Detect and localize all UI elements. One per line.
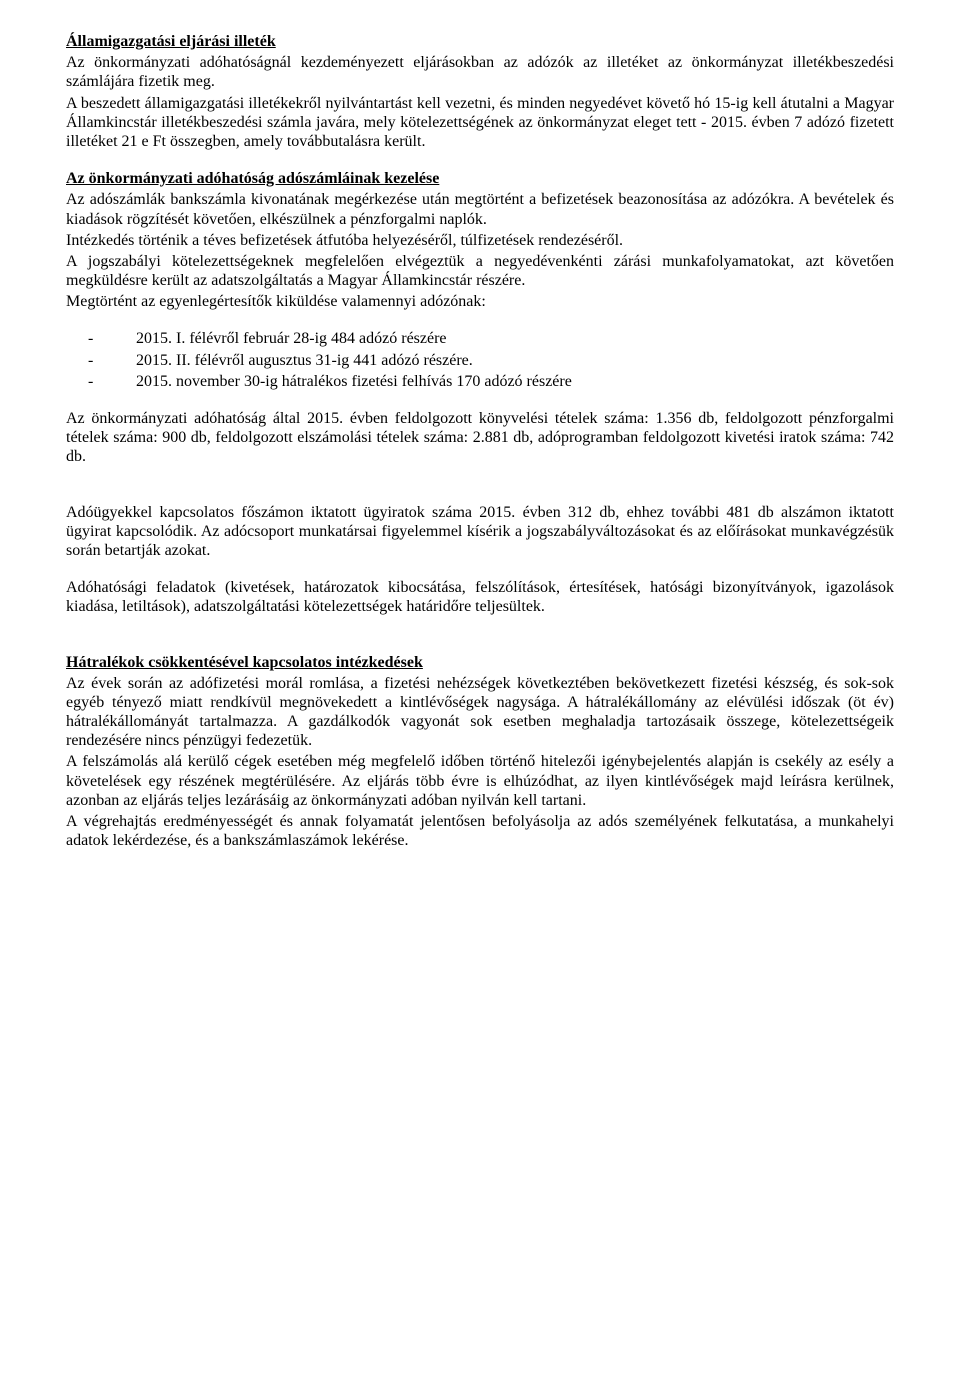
list-item: -2015. november 30-ig hátralékos fizetés…	[112, 372, 894, 391]
list-item: -2015. II. félévről augusztus 31-ig 441 …	[112, 351, 894, 370]
dash-icon: -	[112, 351, 136, 370]
section1-para1: Az önkormányzati adóhatóságnál kezdemény…	[66, 53, 894, 91]
section3-title: Hátralékok csökkentésével kapcsolatos in…	[66, 653, 894, 672]
mid-para1: Adóügyekkel kapcsolatos főszámon iktatot…	[66, 503, 894, 561]
list-item-text: 2015. I. félévről február 28-ig 484 adóz…	[136, 330, 447, 347]
section2-para5: Az önkormányzati adóhatóság által 2015. …	[66, 409, 894, 467]
section1-title: Államigazgatási eljárási illeték	[66, 32, 894, 51]
section2-para2: Intézkedés történik a téves befizetések …	[66, 231, 894, 250]
list-item-text: 2015. november 30-ig hátralékos fizetési…	[136, 373, 572, 390]
section2-para1: Az adószámlák bankszámla kivonatának meg…	[66, 190, 894, 228]
section2-title: Az önkormányzati adóhatóság adószámláina…	[66, 169, 894, 188]
mid-para2: Adóhatósági feladatok (kivetések, határo…	[66, 578, 894, 616]
section3-para2: A felszámolás alá kerülő cégek esetében …	[66, 752, 894, 810]
section2-para3: A jogszabályi kötelezettségeknek megfele…	[66, 252, 894, 290]
section3-para1: Az évek során az adófizetési morál romlá…	[66, 674, 894, 751]
list-item-text: 2015. II. félévről augusztus 31-ig 441 a…	[136, 352, 473, 369]
section2-para4: Megtörtént az egyenlegértesítők kiküldés…	[66, 292, 894, 311]
list-item: -2015. I. félévről február 28-ig 484 adó…	[112, 329, 894, 348]
section2-list: -2015. I. félévről február 28-ig 484 adó…	[112, 329, 894, 391]
dash-icon: -	[112, 329, 136, 348]
section1-para2: A beszedett államigazgatási illetékekről…	[66, 94, 894, 152]
dash-icon: -	[112, 372, 136, 391]
section3-para3: A végrehajtás eredményességét és annak f…	[66, 812, 894, 850]
